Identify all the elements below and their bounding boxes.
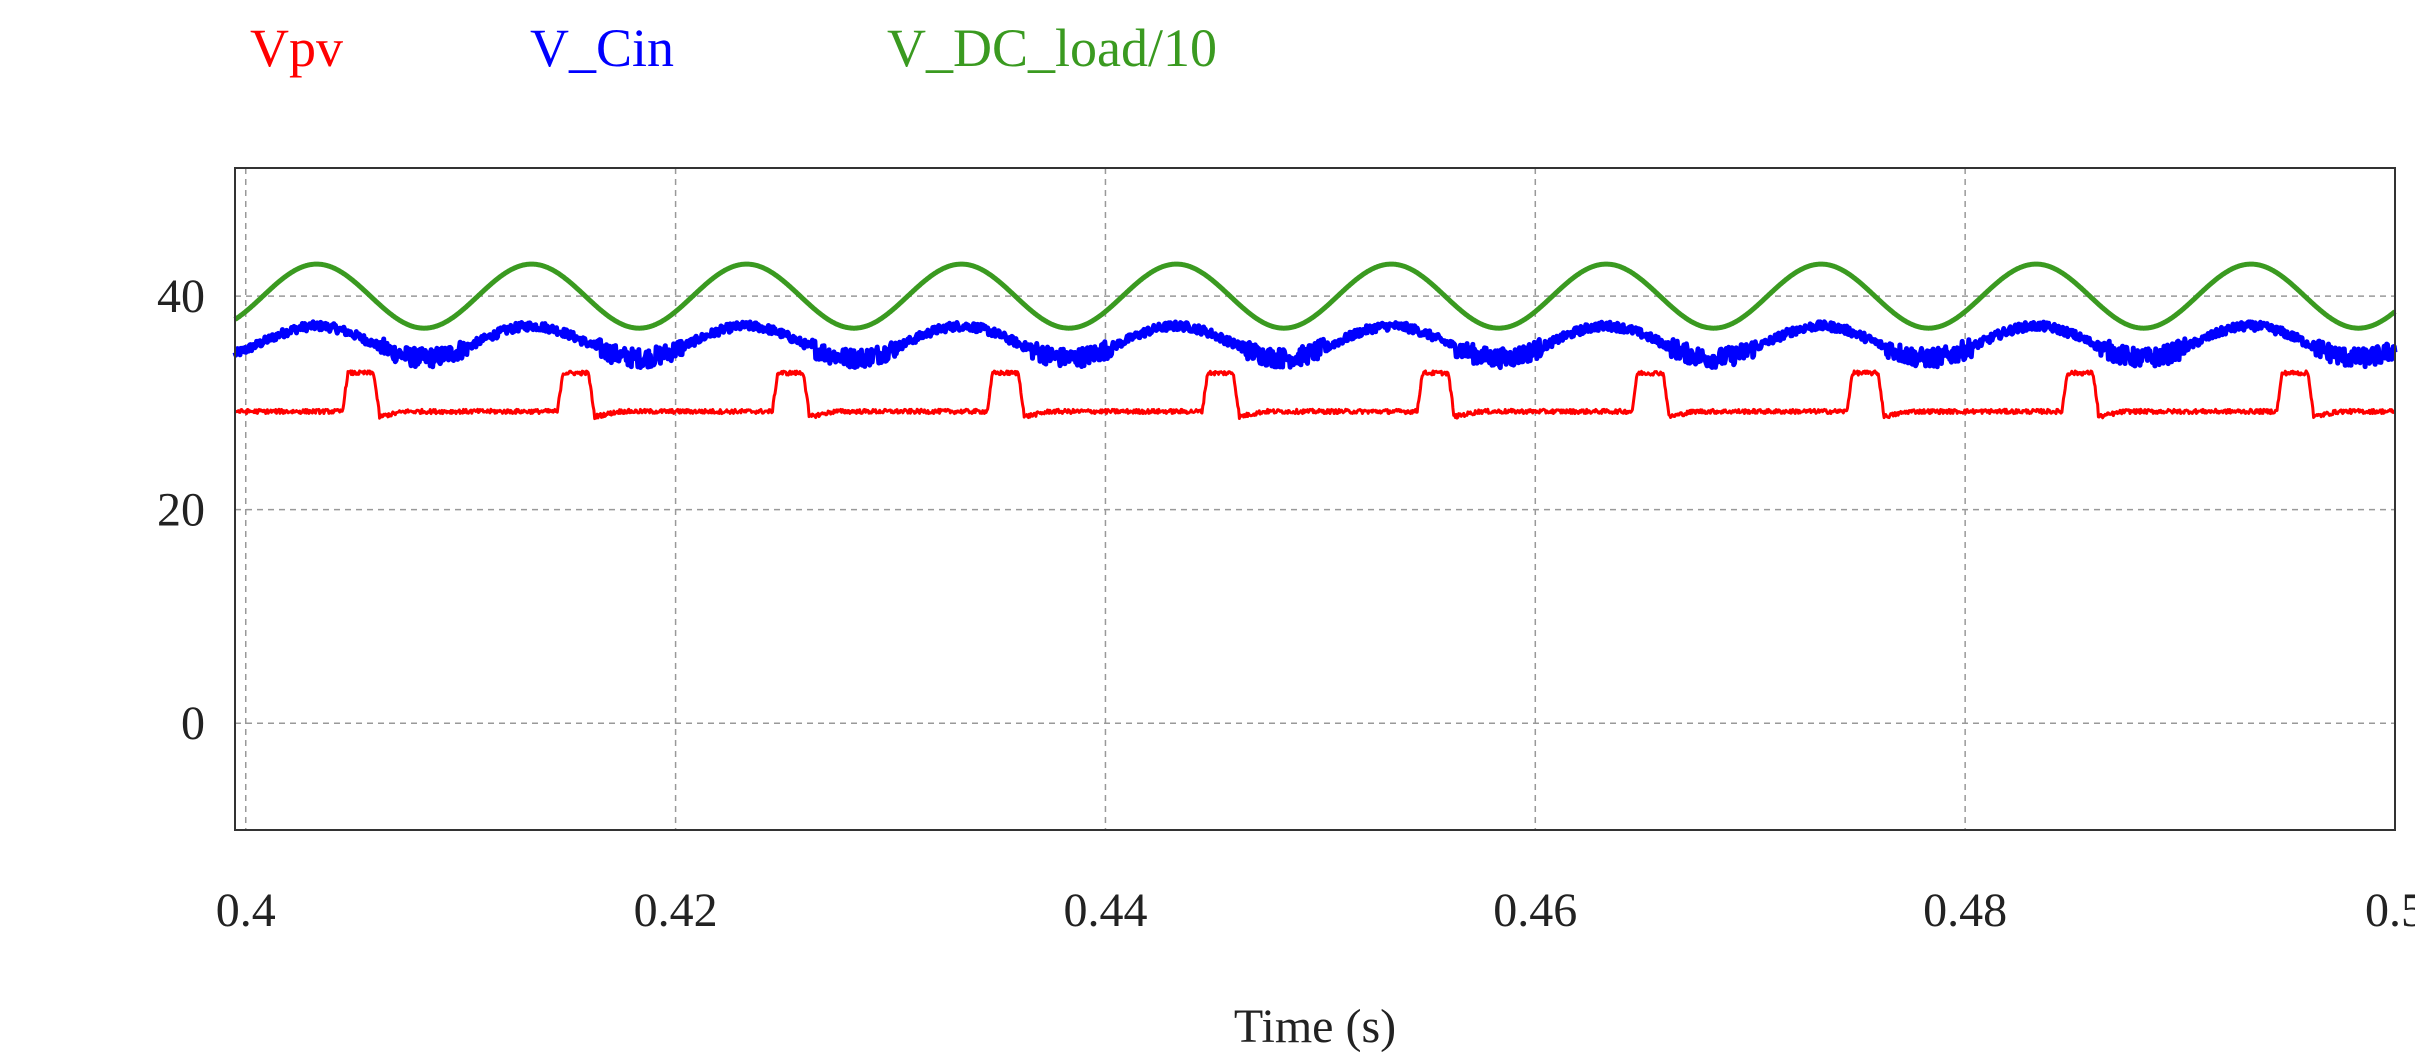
- y-tick-label: 40: [157, 270, 205, 323]
- y-tick-label: 20: [157, 484, 205, 537]
- legend-entry-vpv: Vpv: [250, 18, 343, 78]
- plot-frame: [234, 167, 2396, 831]
- legend-entry-v-dc-load: V_DC_load/10: [887, 18, 1217, 78]
- x-axis-label: Time (s): [1234, 1000, 1396, 1053]
- series-layer: [232, 261, 2398, 421]
- y-tick-label: 0: [181, 697, 205, 750]
- x-tick-label: 0.5: [2365, 884, 2415, 937]
- x-tick-label: 0.46: [1493, 884, 1577, 937]
- series-line-v-cin: [232, 319, 2398, 371]
- x-tick-label: 0.42: [634, 884, 718, 937]
- x-tick-label: 0.48: [1923, 884, 2007, 937]
- series-line-v-dc-load: [233, 261, 2397, 331]
- legend-entry-v-cin: V_Cin: [530, 18, 674, 78]
- tick-labels: 0.4 0.42 0.44 0.46 0.48 0.5 0 20 40: [157, 270, 2415, 937]
- legend: Vpv V_Cin V_DC_load/10: [250, 18, 1217, 78]
- x-tick-label: 0.4: [216, 884, 276, 937]
- series-line-vpv: [234, 369, 2396, 421]
- x-tick-label: 0.44: [1063, 884, 1147, 937]
- gridlines: [235, 168, 2395, 830]
